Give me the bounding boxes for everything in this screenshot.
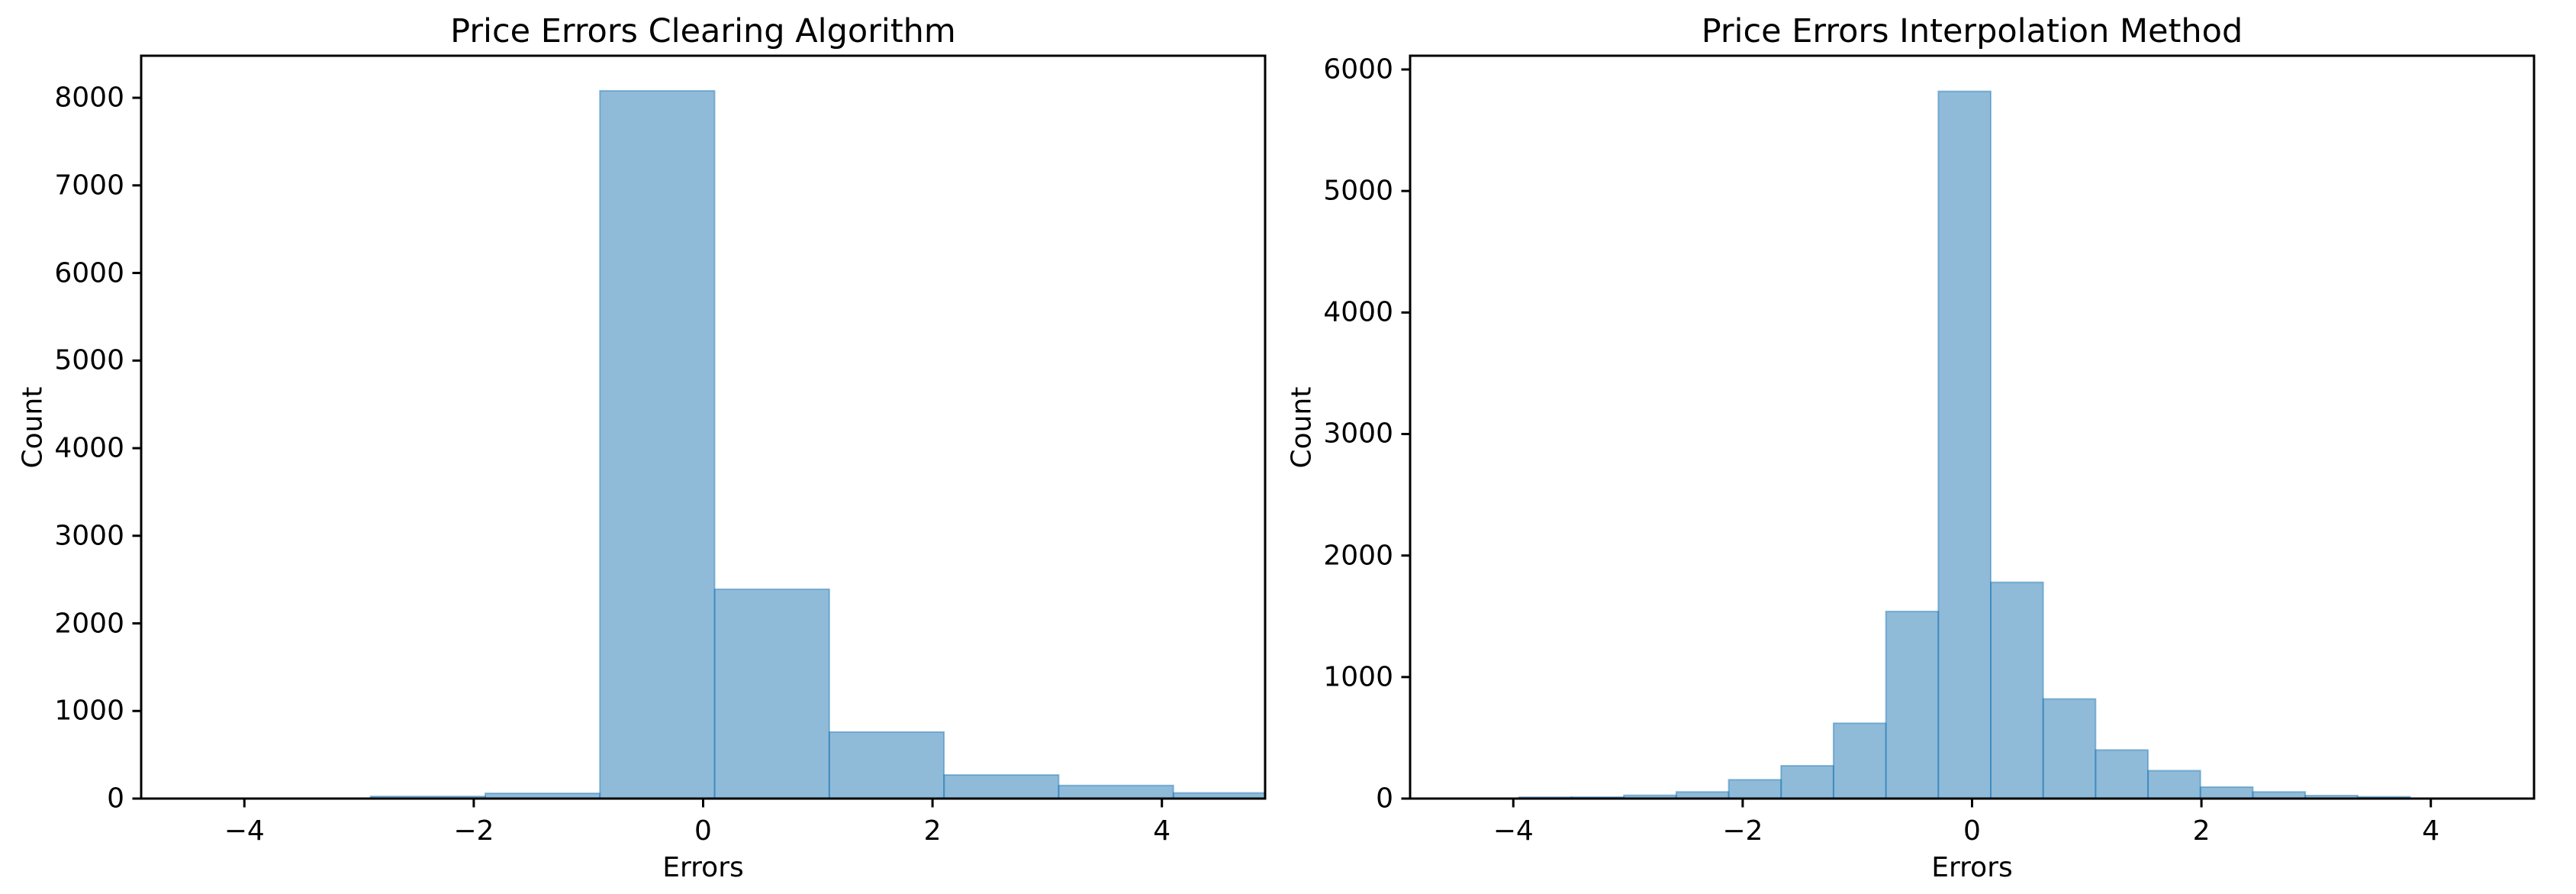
- histogram-bar: [599, 89, 716, 799]
- x-tick-label: 4: [2422, 815, 2440, 847]
- histogram-bar: [828, 731, 945, 800]
- y-tick-label: 6000: [1323, 53, 1393, 86]
- y-tick-label: 0: [107, 783, 124, 815]
- histogram-bar: [713, 588, 830, 799]
- histogram-bar: [1885, 610, 1940, 799]
- histogram-bar: [1937, 90, 1992, 799]
- plot-spine: [1409, 54, 2536, 800]
- chart-title: Price Errors Clearing Algorithm: [450, 12, 956, 50]
- histogram-bar: [2199, 786, 2254, 799]
- histogram-bar: [1990, 581, 2044, 799]
- plot-spine: [140, 54, 1267, 800]
- histogram-bar: [2042, 698, 2097, 800]
- histogram-bar: [1832, 722, 1887, 800]
- x-tick-label: 2: [923, 815, 942, 847]
- y-tick-label: 3000: [54, 520, 124, 552]
- x-axis-label: Errors: [662, 852, 744, 883]
- histogram-bar: [943, 774, 1060, 799]
- histogram-bar: [2147, 770, 2201, 799]
- histogram-bar: [1728, 779, 1782, 799]
- chart-title: Price Errors Interpolation Method: [1701, 12, 2243, 50]
- y-tick-label: 1000: [54, 695, 124, 727]
- y-tick-label: 7000: [54, 169, 124, 202]
- x-tick-label: 0: [1963, 815, 1981, 847]
- y-tick-label: 0: [1376, 783, 1393, 815]
- y-tick-label: 8000: [54, 82, 124, 114]
- y-axis-label: Count: [1286, 386, 1318, 468]
- y-tick-label: 6000: [54, 257, 124, 289]
- y-axis-label: Count: [17, 386, 49, 468]
- y-tick-label: 3000: [1323, 418, 1393, 450]
- x-tick-label: 2: [2192, 815, 2211, 847]
- histogram-bar: [1780, 765, 1834, 799]
- histogram-bar: [2095, 749, 2149, 799]
- y-tick-label: 4000: [1323, 296, 1393, 328]
- x-tick-label: 4: [1153, 815, 1171, 847]
- x-tick-label: −4: [224, 815, 265, 847]
- histogram-bar: [1058, 784, 1174, 800]
- y-tick-label: 1000: [1323, 661, 1393, 693]
- y-tick-label: 4000: [54, 432, 124, 464]
- x-axis-label: Errors: [1931, 852, 2013, 883]
- y-tick-label: 5000: [1323, 175, 1393, 207]
- x-tick-label: −2: [453, 815, 494, 847]
- y-tick-label: 2000: [1323, 540, 1393, 572]
- x-tick-label: −2: [1722, 815, 1763, 847]
- x-tick-label: 0: [694, 815, 712, 847]
- y-tick-label: 5000: [54, 344, 124, 376]
- y-tick-label: 2000: [54, 608, 124, 640]
- x-tick-label: −4: [1492, 815, 1534, 847]
